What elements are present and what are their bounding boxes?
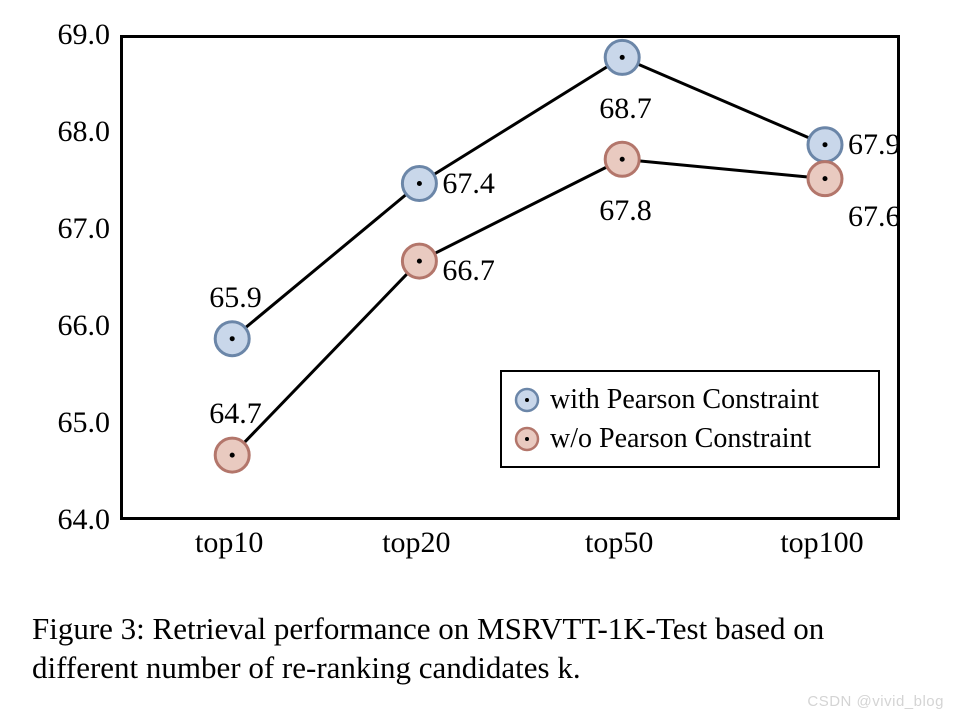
y-tick-label: 69.0 [30, 18, 110, 52]
y-tick-label: 68.0 [30, 115, 110, 149]
x-tick-label: top20 [382, 526, 450, 560]
marker-with-pearson [402, 167, 436, 201]
legend-item: w/o Pearson Constraint [514, 423, 866, 455]
label-without-pearson: 64.7 [209, 397, 262, 431]
label-without-pearson: 67.6 [848, 200, 901, 234]
x-tick-label: top50 [585, 526, 653, 560]
y-tick-label: 67.0 [30, 212, 110, 246]
marker-without-pearson [402, 244, 436, 278]
marker-with-pearson [215, 322, 249, 356]
marker-without-pearson [605, 142, 639, 176]
y-tick-label: 66.0 [30, 309, 110, 343]
marker-without-pearson [215, 438, 249, 472]
y-tick-label: 64.0 [30, 503, 110, 537]
label-with-pearson: 65.9 [209, 281, 262, 315]
legend-label: with Pearson Constraint [550, 384, 819, 416]
label-without-pearson: 66.7 [442, 254, 495, 288]
legend-marker-icon [514, 426, 540, 452]
y-tick-label: 65.0 [30, 406, 110, 440]
label-with-pearson: 68.7 [599, 92, 652, 126]
marker-with-pearson [605, 40, 639, 74]
marker-without-pearson [808, 162, 842, 196]
label-with-pearson: 67.4 [442, 167, 495, 201]
x-tick-label: top100 [780, 526, 863, 560]
legend-item: with Pearson Constraint [514, 384, 866, 416]
figure-container: 64.0 65.0 66.0 67.0 68.0 69.0 top10 top20 top50… [0, 0, 954, 716]
label-without-pearson: 67.8 [599, 194, 652, 228]
legend-marker-icon [514, 387, 540, 413]
legend-label: w/o Pearson Constraint [550, 423, 811, 455]
label-with-pearson: 67.9 [848, 128, 901, 162]
legend: with Pearson Constraint w/o Pearson Cons… [500, 370, 880, 468]
x-tick-label: top10 [195, 526, 263, 560]
marker-with-pearson [808, 128, 842, 162]
figure-caption: Figure 3: Retrieval performance on MSRVT… [32, 610, 922, 688]
watermark: CSDN @vivid_blog [807, 693, 944, 710]
